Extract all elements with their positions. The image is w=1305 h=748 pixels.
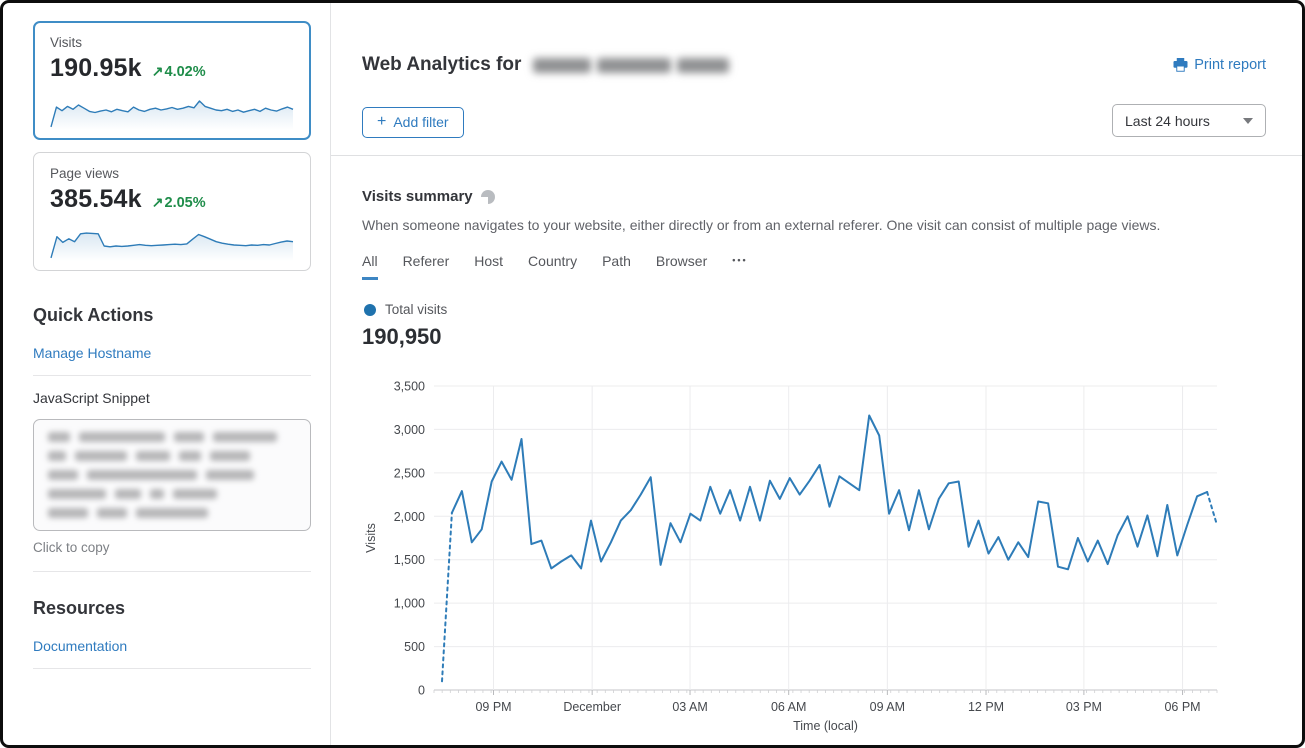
summary-tabs: All Referer Host Country Path Browser ••… bbox=[362, 253, 748, 280]
redacted-code-line bbox=[48, 432, 296, 442]
metric-card-visits[interactable]: Visits 190.95k ↗4.02% bbox=[33, 21, 311, 140]
metric-value: 385.54k bbox=[50, 185, 142, 213]
trend-up-icon: ↗ bbox=[151, 63, 164, 79]
visits-summary-description: When someone navigates to your website, … bbox=[362, 217, 1161, 233]
print-report-link[interactable]: Print report bbox=[1173, 57, 1266, 73]
svg-text:03 PM: 03 PM bbox=[1066, 700, 1102, 714]
add-filter-button[interactable]: + Add filter bbox=[362, 107, 464, 138]
metric-delta: ↗2.05% bbox=[151, 194, 206, 211]
metric-card-page-views[interactable]: Page views 385.54k ↗2.05% bbox=[33, 152, 311, 271]
total-visits-legend-dot bbox=[364, 303, 376, 316]
pie-chart-icon bbox=[480, 189, 495, 204]
svg-text:500: 500 bbox=[404, 640, 425, 654]
metric-delta: ↗4.02% bbox=[151, 63, 206, 80]
page-views-sparkline bbox=[50, 232, 294, 261]
page-title: Web Analytics for bbox=[362, 54, 730, 76]
svg-text:0: 0 bbox=[418, 684, 425, 698]
tab-host[interactable]: Host bbox=[474, 253, 504, 269]
svg-text:09 PM: 09 PM bbox=[475, 700, 511, 714]
main-panel: Web Analytics for Print report + Add fil… bbox=[330, 3, 1302, 745]
svg-text:1,000: 1,000 bbox=[394, 597, 425, 611]
visits-sparkline bbox=[50, 100, 294, 130]
svg-text:06 AM: 06 AM bbox=[771, 700, 806, 714]
svg-text:Visits: Visits bbox=[364, 523, 378, 553]
visits-summary-title: Visits summary bbox=[362, 188, 473, 205]
tab-browser[interactable]: Browser bbox=[655, 253, 708, 269]
svg-text:06 PM: 06 PM bbox=[1164, 700, 1200, 714]
quick-actions-heading: Quick Actions bbox=[33, 305, 154, 325]
svg-text:09 AM: 09 AM bbox=[870, 700, 905, 714]
redacted-code-line bbox=[48, 489, 296, 499]
resources-heading: Resources bbox=[33, 598, 126, 618]
total-visits-value: 190,950 bbox=[362, 324, 442, 349]
click-to-copy-hint: Click to copy bbox=[33, 540, 311, 572]
metric-value: 190.95k bbox=[50, 54, 142, 82]
manage-hostname-link[interactable]: Manage Hostname bbox=[33, 336, 311, 376]
tab-country[interactable]: Country bbox=[528, 253, 578, 269]
svg-text:Time (local): Time (local) bbox=[793, 719, 858, 733]
svg-text:2,000: 2,000 bbox=[394, 510, 425, 524]
redacted-code-line bbox=[48, 470, 296, 480]
svg-text:12 PM: 12 PM bbox=[968, 700, 1004, 714]
time-range-value: Last 24 hours bbox=[1125, 112, 1210, 129]
javascript-snippet-label: JavaScript Snippet bbox=[33, 390, 150, 406]
visits-chart: 0 500 1,000 1,500 2,000 2,500 3,000 3,500 09 PM D… bbox=[344, 373, 1244, 735]
svg-text:1,500: 1,500 bbox=[394, 553, 425, 567]
header-divider bbox=[331, 155, 1302, 156]
tab-all[interactable]: All bbox=[362, 253, 378, 280]
sidebar: Visits 190.95k ↗4.02% Page views 385.54k… bbox=[33, 21, 311, 669]
trend-up-icon: ↗ bbox=[151, 194, 164, 210]
documentation-link[interactable]: Documentation bbox=[33, 629, 311, 669]
redacted-domain bbox=[533, 57, 730, 73]
metric-label: Page views bbox=[50, 166, 120, 181]
svg-text:3,500: 3,500 bbox=[394, 380, 425, 394]
total-visits-legend-label: Total visits bbox=[385, 302, 448, 317]
svg-text:03 AM: 03 AM bbox=[672, 700, 707, 714]
redacted-code-line bbox=[48, 451, 296, 461]
tab-more[interactable]: ••• bbox=[732, 255, 748, 265]
javascript-snippet-code-redacted[interactable] bbox=[33, 419, 311, 531]
redacted-code-line bbox=[48, 508, 296, 518]
svg-text:2,500: 2,500 bbox=[394, 466, 425, 480]
svg-text:3,000: 3,000 bbox=[394, 423, 425, 437]
chevron-down-icon bbox=[1243, 117, 1253, 124]
time-range-select[interactable]: Last 24 hours bbox=[1112, 104, 1266, 137]
plus-icon: + bbox=[377, 113, 387, 130]
metric-label: Visits bbox=[50, 35, 83, 50]
tab-path[interactable]: Path bbox=[602, 253, 631, 269]
tab-referer[interactable]: Referer bbox=[402, 253, 450, 269]
svg-text:December: December bbox=[563, 700, 621, 714]
printer-icon bbox=[1173, 58, 1188, 72]
